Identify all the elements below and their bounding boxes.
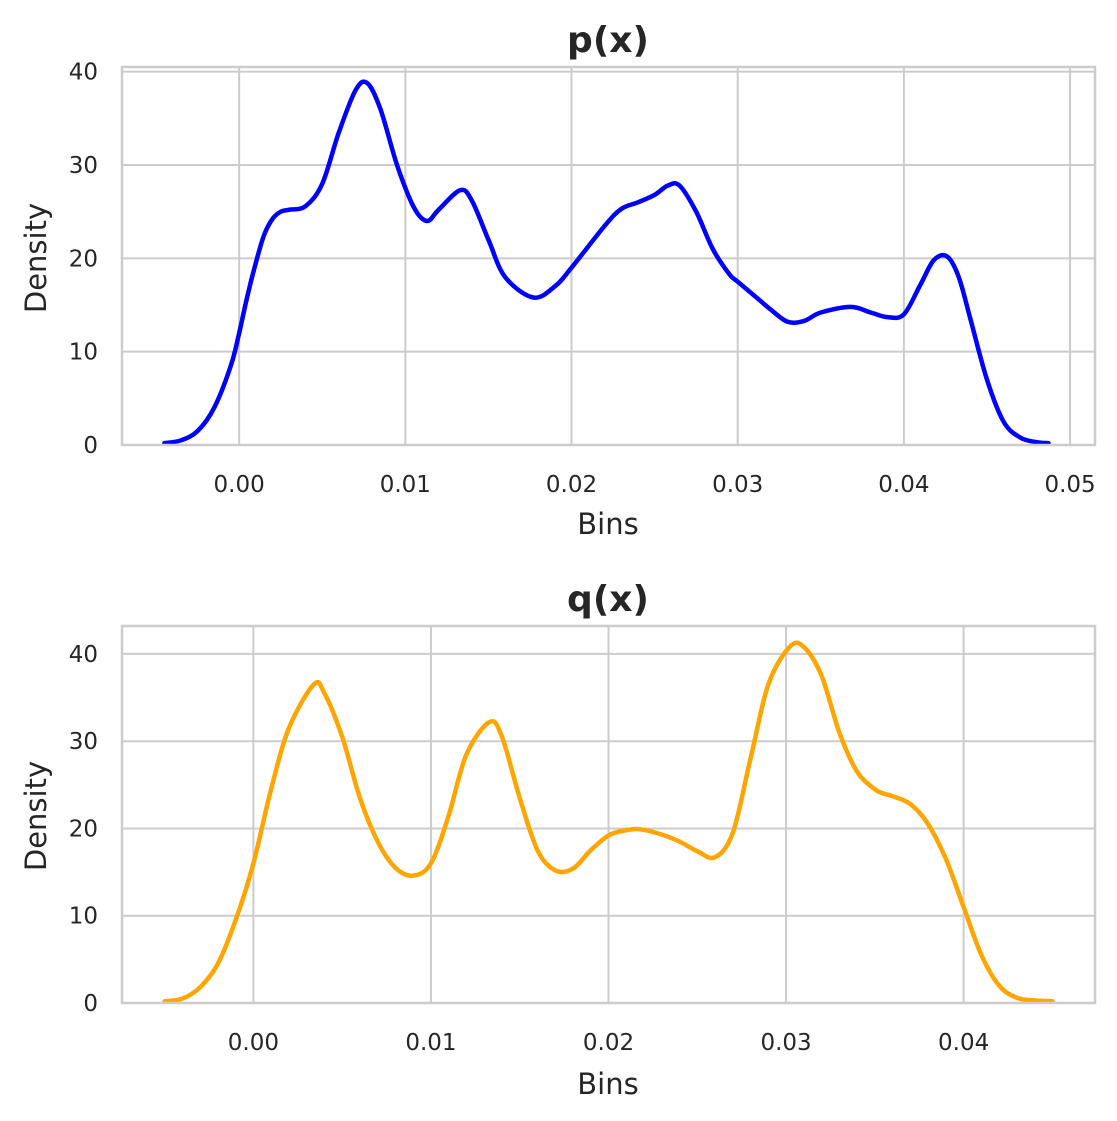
x-tick-label-q: 0.04 bbox=[938, 1030, 989, 1056]
x-tick-label-p: 0.02 bbox=[546, 472, 597, 498]
chart-p-panel: p(x) 0.00 0.01 0.02 0.03 0.04 0.05 010203040 … bbox=[19, 20, 1097, 541]
chart-title-q: q(x) bbox=[567, 579, 649, 620]
density-curve-p bbox=[162, 79, 1051, 446]
y-tick-label-q: 30 bbox=[69, 729, 98, 755]
x-axis-label-q: Bins bbox=[577, 1067, 638, 1101]
x-tick-label-p: 0.03 bbox=[712, 472, 763, 498]
y-axis-label-p: Density bbox=[19, 203, 53, 313]
grid-q bbox=[122, 626, 1095, 1004]
y-tick-label-q: 10 bbox=[69, 904, 98, 930]
x-axis-label-p: Bins bbox=[577, 507, 638, 541]
y-tick-label-q: 0 bbox=[83, 991, 98, 1017]
x-tick-label-p: 0.00 bbox=[214, 472, 265, 498]
x-tick-label-q: 0.02 bbox=[583, 1030, 634, 1056]
y-ticks-p: 0 10 20 30 40 bbox=[69, 60, 98, 459]
x-tick-label-q: 0.03 bbox=[760, 1030, 811, 1056]
y-tick-label-p: 0 bbox=[83, 433, 98, 459]
chart-q-panel: q(x) 0.00 0.01 0.02 0.03 0.04 0 10 20 30 40 Bins… bbox=[19, 579, 1097, 1101]
x-ticks-p: 0.00 0.01 0.02 0.03 0.04 0.05 bbox=[214, 472, 1096, 498]
x-tick-label-p: 0.05 bbox=[1044, 472, 1095, 498]
plot-frame-p bbox=[120, 65, 1097, 447]
x-tick-label-p: 0.01 bbox=[380, 472, 431, 498]
y-axis-label-q: Density bbox=[19, 761, 53, 871]
density-curve-q bbox=[162, 640, 1055, 1004]
x-tick-label-q: 0.00 bbox=[228, 1030, 279, 1056]
y-tick-label-p: 10 bbox=[69, 340, 98, 366]
y-tick-label-q: 20 bbox=[69, 816, 98, 842]
plot-frame-q bbox=[120, 624, 1097, 1005]
y-tick-label-p: 30 bbox=[69, 153, 98, 179]
x-tick-label-p: 0.04 bbox=[878, 472, 929, 498]
y-tick-label-q: 40 bbox=[69, 642, 98, 668]
chart-title-p: p(x) bbox=[567, 20, 649, 61]
x-ticks-q: 0.00 0.01 0.02 0.03 0.04 bbox=[228, 1030, 989, 1056]
x-tick-label-q: 0.01 bbox=[405, 1030, 456, 1056]
y-tick-label-p: 40 bbox=[69, 60, 98, 86]
y-tick-label-p: 20 bbox=[69, 246, 98, 272]
y-ticks-q: 0 10 20 30 40 bbox=[69, 642, 98, 1017]
